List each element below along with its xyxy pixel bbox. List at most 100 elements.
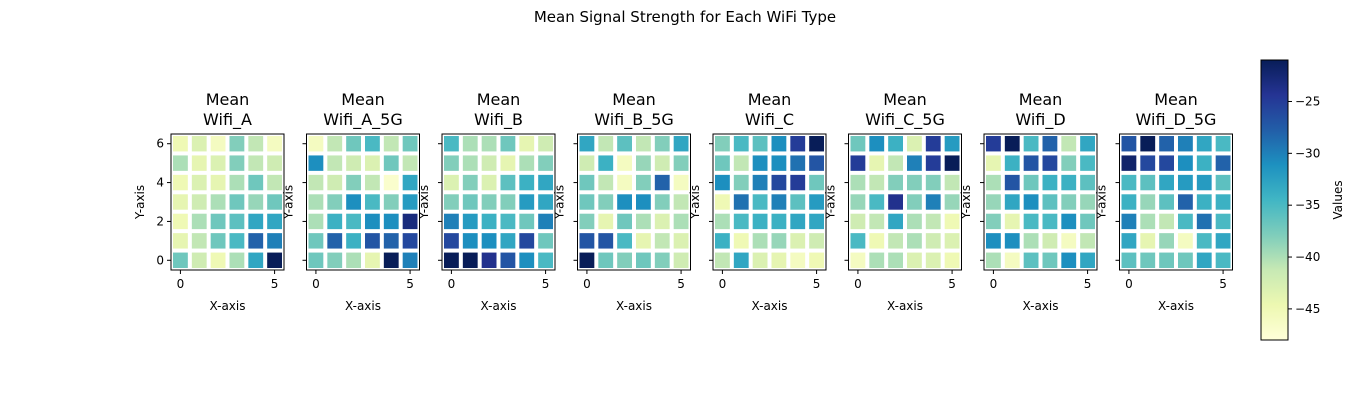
heatmap-cell: [925, 194, 941, 210]
y-axis-label: Y-axis: [824, 185, 838, 220]
heatmap-cell: [1140, 194, 1156, 210]
heatmap-cell: [869, 194, 885, 210]
heatmap-cell: [327, 213, 343, 230]
heatmap-cell: [869, 155, 885, 171]
y-tick-label: 6: [156, 137, 164, 151]
heatmap-cell: [1080, 174, 1095, 191]
heatmap-cell: [383, 213, 399, 230]
heatmap-cell: [673, 174, 689, 191]
heatmap-cell: [500, 233, 516, 249]
heatmap-cell: [481, 136, 497, 152]
heatmap-cell: [598, 155, 614, 171]
heatmap-cell: [888, 233, 903, 249]
y-axis-label: Y-axis: [1095, 185, 1109, 220]
heatmap-cell: [944, 174, 960, 191]
heatmap-cell: [809, 213, 824, 230]
heatmap-cell: [1196, 174, 1212, 191]
heatmap-cell: [752, 155, 768, 171]
y-tick-label: 2: [156, 214, 164, 228]
heatmap-cell: [1159, 213, 1174, 230]
heatmap-cell: [790, 252, 806, 268]
heatmap-cell: [402, 233, 418, 249]
axes-frame: [983, 133, 1098, 271]
heatmap-cell: [462, 252, 478, 268]
heatmap-cell: [1004, 136, 1020, 152]
heatmap-cell: [944, 233, 960, 249]
heatmap-cell: [752, 213, 768, 230]
heatmap-cell: [1061, 155, 1077, 171]
x-tick-label: 5: [406, 277, 414, 291]
y-tick-label: 4: [156, 176, 164, 190]
heatmap-cell: [907, 174, 922, 191]
heatmap-cell: [907, 155, 922, 171]
heatmap-cell: [500, 252, 516, 268]
heatmap-cell: [1042, 233, 1058, 249]
heatmap-cell: [733, 213, 749, 230]
heatmap-cell: [654, 136, 670, 152]
heatmap-cell: [210, 213, 226, 230]
y-axis-label: Y-axis: [688, 185, 702, 220]
heatmap-cell: [617, 174, 632, 191]
heatmap-cell: [888, 136, 903, 152]
heatmap-cell: [500, 136, 516, 152]
heatmap-cell: [907, 194, 922, 210]
heatmap-cell: [809, 174, 824, 191]
heatmap-cell: [1196, 252, 1212, 268]
axes-frame: [848, 133, 962, 271]
heatmap-cell: [444, 194, 459, 210]
heatmap-cell: [1178, 174, 1193, 191]
heatmap-cell: [402, 213, 418, 230]
heatmap-cell: [1121, 213, 1137, 230]
heatmap-cell: [809, 233, 824, 249]
heatmap-cell: [1080, 252, 1095, 268]
heatmap-cell: [327, 155, 343, 171]
x-tick-label: 0: [177, 277, 185, 291]
panel-title-line: Mean: [341, 90, 385, 109]
axes-frame: [577, 133, 691, 271]
x-tick-label: 0: [583, 277, 591, 291]
heatmap-cell: [1196, 155, 1212, 171]
heatmap-cell: [1080, 213, 1095, 230]
panel-title-line: Wifi_D_5G: [1136, 110, 1217, 130]
x-axis-label: X-axis: [210, 299, 246, 313]
heatmap-cell: [1061, 194, 1077, 210]
heatmap-cell: [500, 174, 516, 191]
heatmap-cell: [481, 174, 497, 191]
heatmap-cell: [925, 174, 941, 191]
x-tick-label: 0: [312, 277, 320, 291]
heatmap-cell: [173, 213, 188, 230]
heatmap-cell: [191, 194, 207, 210]
heatmap-cell: [733, 233, 749, 249]
heatmap-cell: [462, 136, 478, 152]
heatmap-cell: [365, 155, 380, 171]
heatmap-cell: [617, 194, 632, 210]
heatmap-cell: [850, 213, 866, 230]
heatmap-cell: [1196, 136, 1212, 152]
heatmap-cell: [944, 194, 960, 210]
heatmap-cell: [869, 174, 885, 191]
heatmap-cell: [1061, 252, 1077, 268]
heatmap-cell: [579, 136, 595, 152]
heatmap-cell: [538, 233, 553, 249]
heatmap-cell: [1121, 252, 1137, 268]
heatmap-cell: [519, 174, 535, 191]
heatmap-cell: [986, 174, 1001, 191]
heatmap-cell: [481, 252, 497, 268]
heatmap-cell: [1042, 213, 1058, 230]
heatmap-cell: [191, 136, 207, 152]
heatmap-cell: [383, 252, 399, 268]
heatmap-cell: [191, 174, 207, 191]
panel-title-line: Mean: [883, 90, 927, 109]
heatmap-cell: [444, 136, 459, 152]
heatmap-cell: [1004, 174, 1020, 191]
x-tick-label: 5: [271, 277, 279, 291]
heatmap-cell: [1042, 155, 1058, 171]
heatmap-cell: [925, 213, 941, 230]
heatmap-cell: [673, 213, 689, 230]
colorbar-tick-label: −35: [1295, 198, 1320, 212]
heatmap-cell: [346, 136, 361, 152]
heatmap-cell: [1042, 174, 1058, 191]
